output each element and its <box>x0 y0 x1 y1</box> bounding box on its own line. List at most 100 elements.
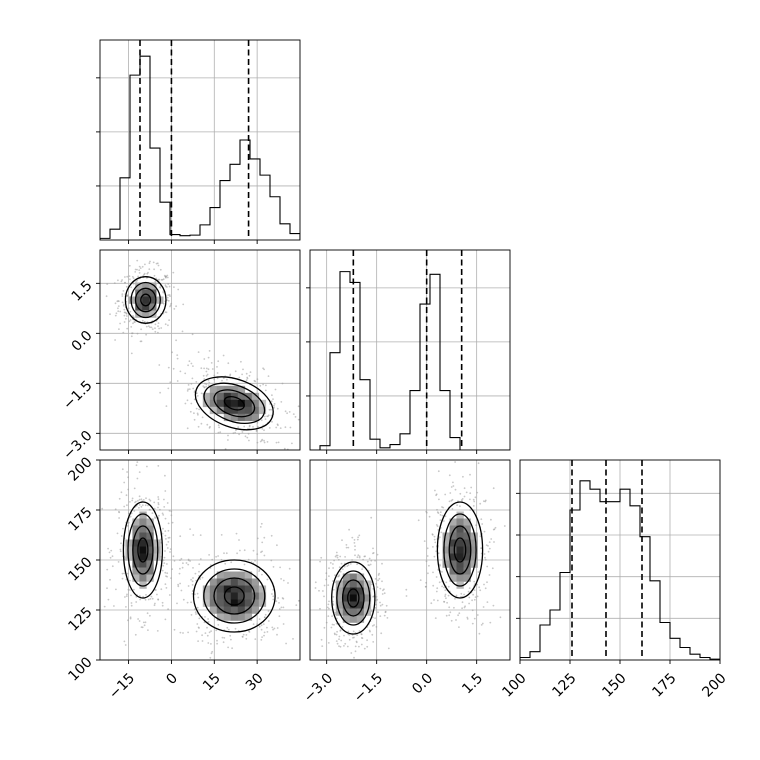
scatter-point <box>289 426 292 429</box>
scatter-point <box>266 415 268 418</box>
scatter-point <box>263 441 266 444</box>
scatter-point <box>106 587 108 590</box>
scatter-point <box>115 588 117 591</box>
scatter-point <box>493 528 496 531</box>
scatter-point <box>339 645 342 648</box>
scatter-point <box>132 315 134 317</box>
scatter-point <box>276 407 279 410</box>
scatter-point <box>333 623 335 626</box>
density-cell <box>258 585 267 593</box>
density-cell <box>209 392 218 401</box>
scatter-point <box>114 339 116 341</box>
scatter-point <box>278 602 280 604</box>
scatter-point <box>197 351 200 353</box>
scatter-point <box>270 534 273 537</box>
scatter-point <box>358 534 361 537</box>
scatter-point <box>268 427 271 429</box>
scatter-point <box>139 267 142 269</box>
scatter-point <box>257 425 259 428</box>
scatter-point <box>235 532 238 535</box>
density-cell <box>202 599 211 607</box>
scatter-point <box>318 594 320 596</box>
scatter-point <box>436 508 438 511</box>
scatter-point <box>167 283 170 285</box>
scatter-point <box>329 562 332 564</box>
scatter-point <box>211 558 214 561</box>
y-tick-label-p1: −3.0 <box>60 428 95 463</box>
scatter-point <box>347 546 350 549</box>
scatter-point <box>450 499 453 502</box>
scatter-point <box>145 333 148 336</box>
contour-level-2 <box>336 570 371 626</box>
scatter-point <box>167 541 170 543</box>
scatter-point <box>167 529 170 532</box>
scatter-point <box>149 326 151 329</box>
scatter-point <box>387 647 390 650</box>
density-cell <box>132 553 140 561</box>
scatter-point <box>334 574 336 577</box>
x-tick-label-p0: 30 <box>243 670 267 694</box>
y-tick-label-p2: 175 <box>65 504 95 534</box>
scatter-point <box>145 497 147 500</box>
scatter-point <box>138 471 141 473</box>
y-tick-label-p1: −1.5 <box>60 378 95 413</box>
scatter-point <box>157 465 160 467</box>
density-cell <box>223 592 232 600</box>
scatter-point <box>127 588 130 591</box>
scatter-point <box>168 509 171 512</box>
scatter-point <box>147 271 149 274</box>
scatter-point <box>260 639 263 641</box>
scatter-point <box>338 638 340 641</box>
scatter-point <box>217 360 220 363</box>
pair-panel-1-2 <box>309 459 511 664</box>
scatter-point <box>461 601 464 604</box>
scatter-point <box>366 639 368 642</box>
density-cell <box>244 413 253 422</box>
scatter-point <box>280 578 282 580</box>
scatter-point <box>126 275 129 278</box>
scatter-point <box>192 577 194 579</box>
scatter-point <box>216 377 219 380</box>
density-cell <box>149 296 157 304</box>
scatter-point <box>417 519 420 522</box>
density-cell <box>470 553 478 561</box>
density-cell <box>258 592 267 600</box>
scatter-point <box>185 562 188 564</box>
density-cell <box>146 553 154 561</box>
scatter-point <box>272 588 275 591</box>
scatter-point <box>157 325 159 328</box>
density-cell <box>463 546 471 554</box>
scatter-point <box>230 561 233 564</box>
scatter-point <box>319 560 321 563</box>
contour-level-2 <box>127 513 159 587</box>
scatter-point <box>154 517 157 519</box>
scatter-point <box>123 321 126 323</box>
scatter-point <box>327 642 330 644</box>
scatter-point <box>320 638 323 641</box>
scatter-point <box>200 367 203 370</box>
scatter-point <box>156 593 158 596</box>
density-cell <box>132 567 140 575</box>
scatter-point <box>205 367 208 370</box>
scatter-point <box>105 295 108 298</box>
scatter-point <box>129 501 131 503</box>
scatter-point <box>374 617 376 619</box>
scatter-point <box>462 475 464 478</box>
x-tick-label-p1: 1.5 <box>459 670 486 697</box>
density-cell <box>237 399 246 408</box>
scatter-point <box>475 524 477 527</box>
x-tick-label-p2: 150 <box>599 670 629 700</box>
scatter-point <box>126 327 129 330</box>
scatter-point <box>229 456 231 458</box>
scatter-point <box>164 284 167 286</box>
scatter-point <box>381 603 384 606</box>
y-tick-label-p2: 125 <box>65 604 95 634</box>
density-cell <box>363 587 372 595</box>
scatter-point <box>176 380 179 382</box>
scatter-point <box>120 280 123 283</box>
density-cell <box>244 613 253 621</box>
scatter-point <box>335 640 338 642</box>
scatter-point <box>314 581 317 584</box>
scatter-point <box>136 461 139 463</box>
